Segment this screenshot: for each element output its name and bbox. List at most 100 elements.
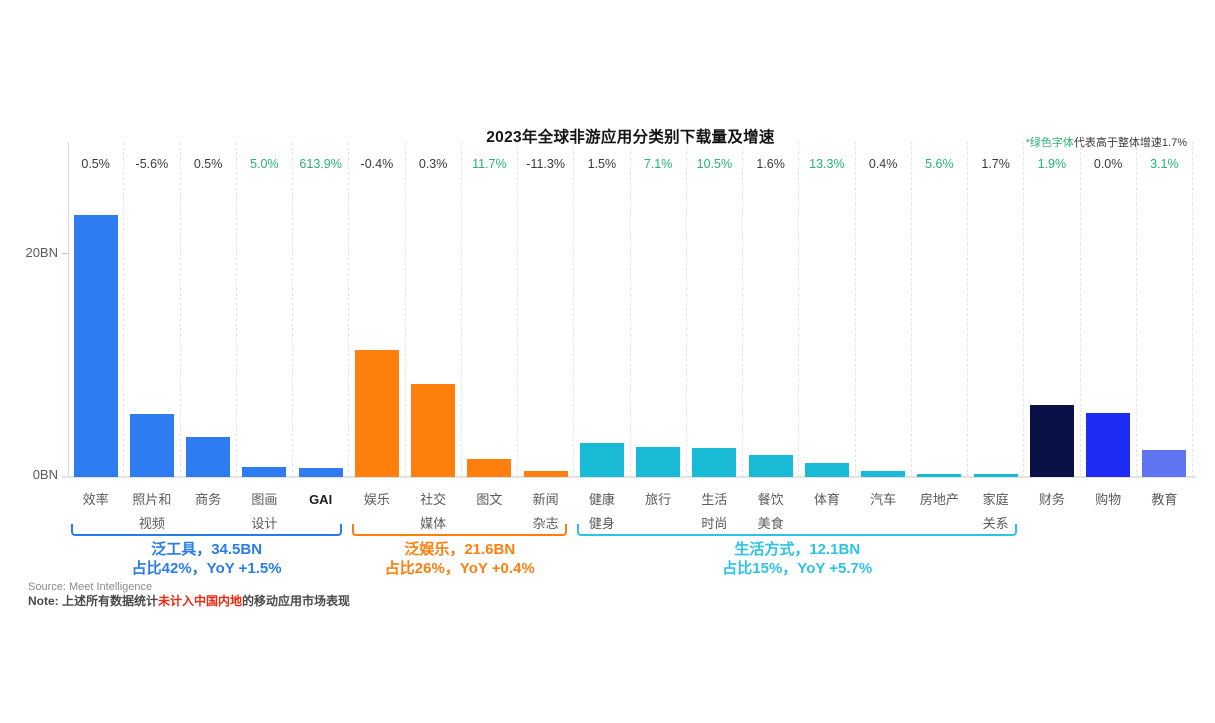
group-stats: 占比42%，YoY +1.5% bbox=[131, 560, 282, 577]
group-bracket bbox=[71, 524, 343, 536]
legend-note: *绿色字体代表高于整体增速1.7% bbox=[1021, 134, 1187, 150]
growth-label: -11.3% bbox=[526, 157, 565, 171]
chart-column: 10.5% 生活 时尚 bbox=[687, 142, 743, 531]
category-label: GAI bbox=[309, 492, 333, 507]
bar bbox=[804, 463, 849, 477]
growth-label: 7.1% bbox=[643, 157, 673, 171]
chart-column: 0.5% 商务 bbox=[181, 142, 237, 507]
group-summary: 生活方式，12.1BN 占比15%，YoY +5.7% bbox=[577, 540, 1017, 578]
growth-label: 0.5% bbox=[81, 157, 110, 171]
chart-column: -5.6% 照片和 视频 bbox=[124, 142, 181, 531]
growth-label: -5.6% bbox=[135, 157, 169, 171]
chart-column: -0.4% 娱乐 bbox=[349, 142, 406, 507]
y-tick-label-20bn: 20BN bbox=[25, 245, 58, 260]
bar bbox=[579, 443, 624, 477]
bar bbox=[298, 468, 343, 477]
group-title: 生活方式，12.1BN bbox=[734, 541, 861, 558]
category-label: 社交 媒体 bbox=[420, 492, 447, 531]
chart-column: 7.1% 旅行 bbox=[631, 142, 687, 507]
group-summary: 泛娱乐，21.6BN 占比26%，YoY +0.4% bbox=[352, 540, 567, 578]
bar bbox=[1086, 413, 1131, 477]
growth-label: 0.3% bbox=[418, 157, 448, 171]
note-suffix: 的移动应用市场表现 bbox=[242, 594, 351, 608]
note-highlight: 未计入中国内地 bbox=[158, 594, 243, 608]
growth-label: 5.0% bbox=[250, 157, 279, 171]
y-axis-line bbox=[68, 142, 69, 477]
bar bbox=[692, 448, 737, 477]
category-label: 旅行 bbox=[645, 492, 672, 507]
group-stats: 占比26%，YoY +0.4% bbox=[384, 560, 535, 577]
category-label: 效率 bbox=[82, 492, 109, 507]
bar bbox=[523, 471, 568, 477]
category-label: 餐饮 美食 bbox=[757, 492, 784, 531]
growth-label: 1.7% bbox=[981, 157, 1010, 171]
bar bbox=[73, 215, 118, 477]
chart-column: -11.3% 新闻 杂志 bbox=[518, 142, 575, 531]
growth-label: 13.3% bbox=[809, 157, 845, 171]
category-label: 娱乐 bbox=[363, 492, 390, 507]
y-tick-label-0bn: 0BN bbox=[32, 467, 58, 482]
group-bracket bbox=[352, 524, 568, 536]
chart-column: 1.5% 健康 健身 bbox=[574, 142, 631, 531]
bar bbox=[186, 437, 231, 477]
category-label: 汽车 bbox=[870, 492, 897, 507]
bar bbox=[1029, 405, 1074, 477]
category-label: 照片和 视频 bbox=[132, 492, 172, 531]
category-label: 生活 时尚 bbox=[701, 492, 728, 531]
chart-column: 3.1% 教育 bbox=[1137, 142, 1193, 507]
category-label: 教育 bbox=[1151, 492, 1178, 507]
group-summary: 泛工具，34.5BN 占比42%，YoY +1.5% bbox=[71, 540, 342, 578]
note-prefix: Note: 上述所有数据统计 bbox=[28, 594, 158, 608]
growth-label: -0.4% bbox=[360, 157, 394, 171]
x-axis-baseline bbox=[62, 476, 1196, 478]
growth-label: 1.6% bbox=[756, 157, 785, 171]
growth-label: 0.0% bbox=[1093, 157, 1123, 171]
legend-note-highlight: *绿色字体 bbox=[1025, 137, 1074, 149]
growth-label: 0.4% bbox=[868, 157, 898, 171]
chart-column: 0.5% 效率 bbox=[68, 142, 125, 507]
group-bracket bbox=[577, 524, 1018, 536]
category-label: 体育 bbox=[813, 492, 840, 507]
bar bbox=[636, 447, 681, 477]
bar bbox=[129, 414, 174, 477]
growth-label: 3.1% bbox=[1150, 157, 1179, 171]
chart-column: 1.9% 财务 bbox=[1024, 142, 1081, 507]
bar bbox=[1142, 450, 1187, 477]
chart-column: 0.4% 汽车 bbox=[856, 142, 912, 507]
category-label: 房地产 bbox=[919, 492, 959, 507]
growth-label: 10.5% bbox=[696, 157, 733, 171]
legend-note-rest: 代表高于整体增速1.7% bbox=[1073, 137, 1187, 149]
category-label: 商务 bbox=[195, 492, 222, 507]
chart-column: 11.7% 图文 bbox=[462, 142, 518, 507]
chart-title: 2023年全球非游应用分类别下载量及增速 bbox=[486, 129, 775, 146]
growth-label: 5.6% bbox=[925, 157, 954, 171]
group-stats: 占比15%，YoY +5.7% bbox=[722, 560, 873, 577]
data-scope-note: Note: 上述所有数据统计未计入中国内地的移动应用市场表现 bbox=[28, 594, 350, 609]
category-label: 健康 健身 bbox=[588, 492, 615, 531]
growth-label: 11.7% bbox=[472, 157, 507, 171]
chart-column: 5.0% 图画 设计 bbox=[237, 142, 293, 531]
chart-column: 1.7% 家庭 关系 bbox=[968, 142, 1025, 531]
growth-label: 0.5% bbox=[193, 157, 223, 171]
bar bbox=[411, 384, 456, 477]
bar bbox=[467, 459, 512, 477]
category-label: 财务 bbox=[1038, 492, 1065, 507]
source-note: Source: Meet Intelligence bbox=[28, 581, 153, 593]
bar bbox=[242, 467, 287, 477]
chart-column: 0.0% 购物 bbox=[1081, 142, 1137, 507]
growth-label: 1.9% bbox=[1037, 157, 1067, 171]
category-label: 图文 bbox=[476, 492, 503, 507]
bar bbox=[354, 350, 399, 477]
category-label: 购物 bbox=[1095, 492, 1122, 507]
group-title: 泛娱乐，21.6BN bbox=[404, 541, 516, 558]
chart-column: 613.9% GAI bbox=[293, 142, 350, 507]
bar bbox=[973, 474, 1018, 477]
y-tick-mark bbox=[62, 253, 68, 254]
group-title: 泛工具，34.5BN bbox=[151, 541, 263, 558]
category-label: 家庭 关系 bbox=[982, 492, 1009, 531]
chart-column: 1.6% 餐饮 美食 bbox=[743, 142, 800, 531]
growth-label: 1.5% bbox=[587, 157, 617, 171]
category-label: 图画 设计 bbox=[251, 492, 278, 531]
